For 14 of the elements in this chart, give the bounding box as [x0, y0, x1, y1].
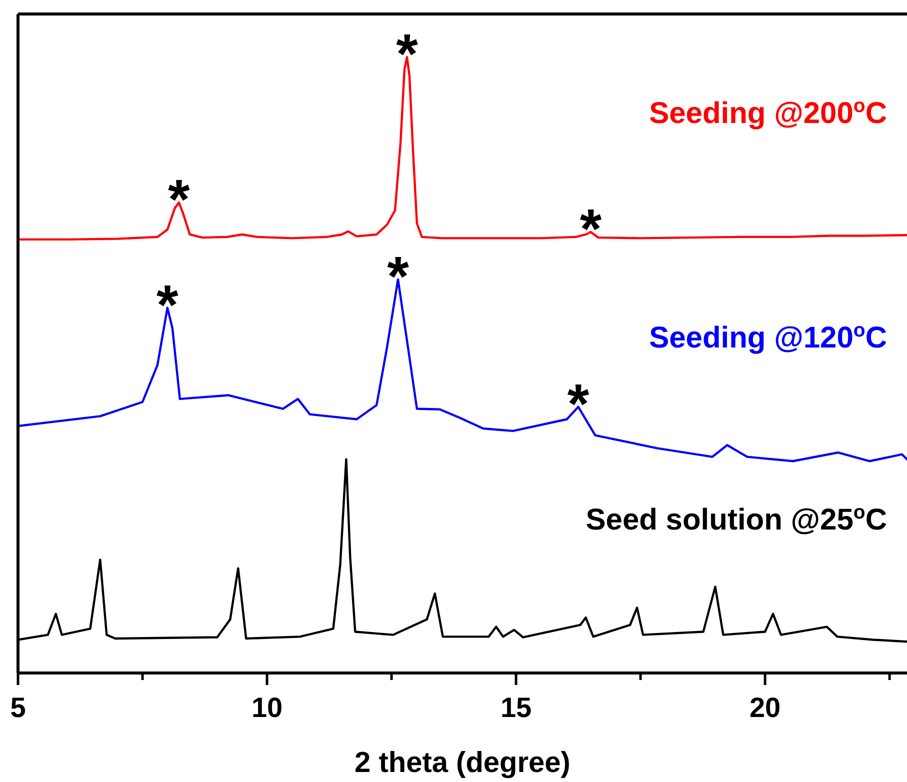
annotation: *: [567, 372, 590, 435]
x-tick-label: 20: [749, 692, 781, 723]
annotation: *: [387, 244, 410, 308]
x-tick-label: 15: [500, 692, 532, 723]
text: Seed solution @25$^{o}$C: [586, 502, 887, 537]
x-tick-label: 5: [10, 692, 26, 723]
x-tick-label: 10: [251, 692, 283, 723]
annotation: *: [396, 22, 418, 86]
text: Seeding @200$^{o}$C: [649, 95, 887, 130]
annotation: *: [168, 167, 190, 230]
x-axis-title: 2 theta (degree): [354, 747, 570, 779]
text: Seeding @120$^{o}$C: [649, 319, 887, 354]
annotation: *: [580, 197, 602, 260]
annotation: *: [156, 272, 179, 336]
